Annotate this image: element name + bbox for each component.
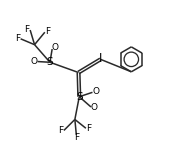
Text: F: F [58, 126, 63, 135]
Text: F: F [86, 124, 92, 133]
Text: F: F [45, 27, 50, 36]
Text: I: I [99, 52, 102, 65]
Text: O: O [52, 43, 59, 52]
Text: S: S [76, 92, 83, 102]
Text: F: F [74, 133, 79, 142]
Text: O: O [92, 87, 99, 96]
Text: O: O [91, 103, 98, 112]
Text: O: O [31, 57, 38, 66]
Text: S: S [47, 57, 53, 67]
Text: F: F [15, 34, 20, 43]
Text: F: F [24, 25, 29, 34]
